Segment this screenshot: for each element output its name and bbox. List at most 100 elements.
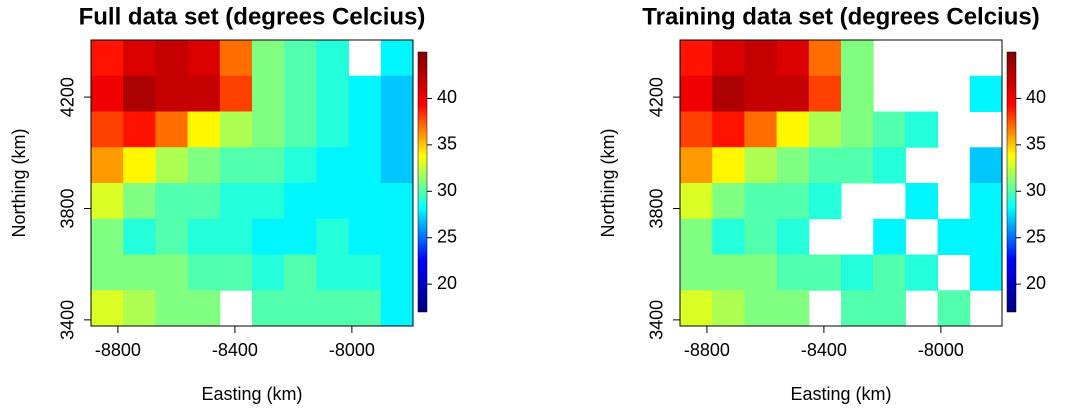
raster-cell <box>123 111 156 148</box>
raster-cell <box>969 75 1003 112</box>
raster-cell <box>123 75 156 112</box>
raster-cell <box>348 111 382 148</box>
raster-cell <box>284 254 317 291</box>
raster-cell <box>873 111 906 148</box>
raster-cell <box>744 40 778 77</box>
raster-cell <box>712 147 745 184</box>
raster-cell <box>680 147 713 184</box>
raster-cell <box>873 218 906 255</box>
x-axis-label: Easting (km) <box>201 384 302 404</box>
raster-cell <box>187 111 221 148</box>
raster-cell <box>348 218 382 255</box>
raster-cell <box>969 254 1003 291</box>
raster-cell <box>187 147 221 184</box>
raster-cell <box>712 75 745 112</box>
raster-cell <box>776 183 810 220</box>
raster-cell <box>712 183 745 220</box>
raster-cell <box>744 218 778 255</box>
raster-cell <box>680 40 713 77</box>
colorbar <box>1006 51 1017 313</box>
raster-cell <box>380 254 414 291</box>
raster-cell <box>744 183 778 220</box>
raster-cell <box>316 40 350 77</box>
raster-cell <box>348 254 382 291</box>
raster-cell <box>316 254 350 291</box>
raster-cell <box>284 290 317 327</box>
raster-cell <box>252 111 285 148</box>
x-tick-label: -8400 <box>212 340 258 360</box>
raster-cell <box>219 183 253 220</box>
raster-cell <box>219 254 253 291</box>
raster-cell <box>905 183 939 220</box>
raster-cell <box>219 75 253 112</box>
raster-cell <box>219 111 253 148</box>
raster-cell <box>348 75 382 112</box>
raster-cell <box>712 218 745 255</box>
y-tick-label: 3400 <box>58 300 78 340</box>
raster-cell <box>284 40 317 77</box>
raster-cell <box>712 111 745 148</box>
raster-cell <box>744 111 778 148</box>
raster-cell <box>187 290 221 327</box>
raster-cell <box>91 40 124 77</box>
raster-cell <box>316 147 350 184</box>
raster-cell <box>873 290 906 327</box>
raster-cell <box>873 254 906 291</box>
plot-frame <box>90 39 414 327</box>
y-tick-label: 3400 <box>647 300 667 340</box>
raster-cell <box>91 290 124 327</box>
colorbar-tick-label: 25 <box>1026 226 1046 246</box>
raster-cell <box>155 254 189 291</box>
raster-cell <box>123 40 156 77</box>
raster-cell <box>841 75 874 112</box>
raster-cell <box>252 290 285 327</box>
x-tick-label: -8000 <box>329 340 375 360</box>
raster-cell <box>680 218 713 255</box>
raster-cell <box>284 111 317 148</box>
y-axis-label: Northing (km) <box>598 128 618 237</box>
raster-cell <box>380 75 414 112</box>
raster-cell <box>219 40 253 77</box>
x-axis-label: Easting (km) <box>790 384 891 404</box>
plot-frame <box>679 39 1003 327</box>
raster-cell <box>187 40 221 77</box>
raster-cell <box>905 254 939 291</box>
raster-cell <box>187 75 221 112</box>
raster-cell <box>91 218 124 255</box>
raster-cell <box>284 147 317 184</box>
raster-cell <box>380 183 414 220</box>
raster-cell <box>284 183 317 220</box>
raster-cell <box>808 40 842 77</box>
raster-cell <box>969 147 1003 184</box>
raster-cell <box>252 40 285 77</box>
raster-cell <box>712 290 745 327</box>
raster-cell <box>252 254 285 291</box>
raster-cell <box>316 290 350 327</box>
raster-cell <box>969 183 1003 220</box>
raster-cell <box>252 147 285 184</box>
y-tick-label: 4200 <box>58 77 78 117</box>
y-tick-label: 3800 <box>647 188 667 228</box>
x-tick-label: -8800 <box>95 340 141 360</box>
raster-cell <box>712 254 745 291</box>
raster-cell <box>187 218 221 255</box>
raster-cell <box>969 218 1003 255</box>
raster-cell <box>348 183 382 220</box>
raster-cell <box>808 183 842 220</box>
raster-cell <box>187 183 221 220</box>
raster-cell <box>316 111 350 148</box>
raster-cell <box>155 218 189 255</box>
raster-cell <box>776 111 810 148</box>
colorbar-tick-label: 40 <box>437 87 457 107</box>
raster-cell <box>91 183 124 220</box>
raster-cell <box>123 147 156 184</box>
raster-cell <box>91 111 124 148</box>
raster-cell <box>155 147 189 184</box>
raster-cell <box>155 183 189 220</box>
raster-cell <box>776 147 810 184</box>
raster-cell <box>380 218 414 255</box>
raster-cell <box>284 218 317 255</box>
colorbar <box>417 51 428 313</box>
raster-cell <box>219 147 253 184</box>
raster-cell <box>680 75 713 112</box>
